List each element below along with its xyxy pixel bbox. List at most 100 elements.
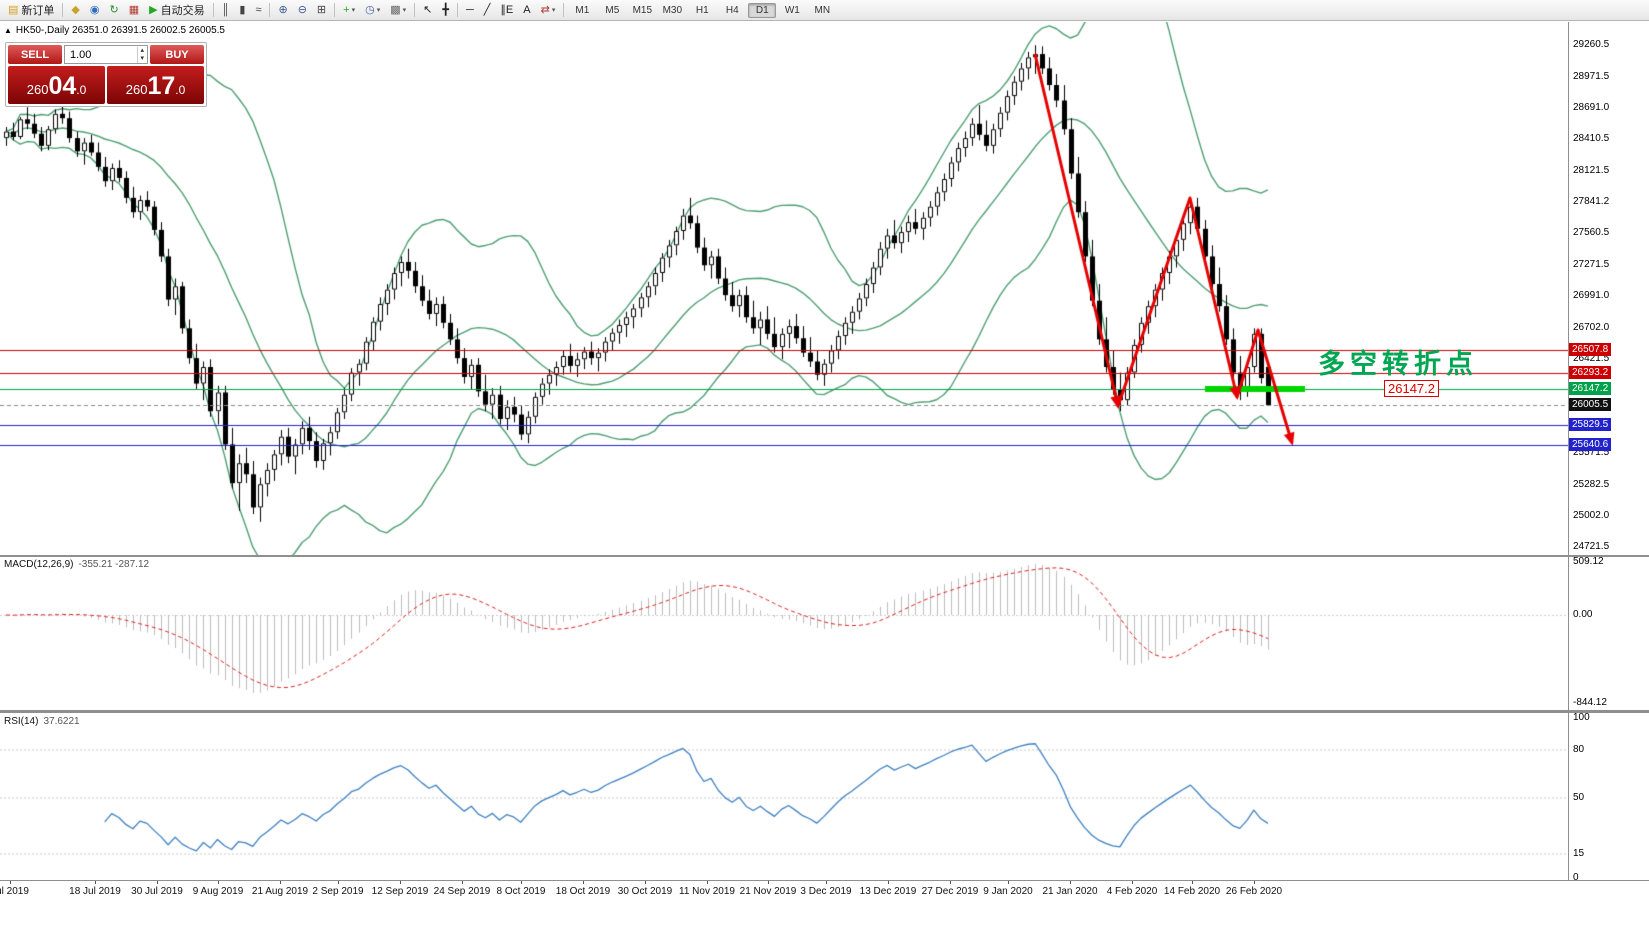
refresh-button[interactable]: ↻ <box>105 1 122 20</box>
date-label: 24 Sep 2019 <box>433 886 491 897</box>
timeframe-h4-button[interactable]: H4 <box>725 4 739 16</box>
date-label: 11 Nov 2019 <box>679 886 735 897</box>
auto-scroll-icon: ◷ <box>365 3 375 16</box>
metaeditor-button[interactable]: ◆ <box>67 1 83 20</box>
sell-price-button[interactable]: 260 04.0 <box>8 66 105 104</box>
time-tick <box>157 881 158 884</box>
crosshair-button[interactable]: ╋ <box>438 1 453 20</box>
cursor-button[interactable]: ↖ <box>419 1 436 20</box>
price-tick-label: 25571.5 <box>1573 447 1610 459</box>
price-prefix: 260 <box>26 82 49 97</box>
rsi-tick-label: 15 <box>1573 848 1585 859</box>
date-label: 18 Oct 2019 <box>555 886 611 897</box>
time-tick <box>1192 881 1193 884</box>
timeframe-d1-button[interactable]: D1 <box>748 2 777 18</box>
date-label: 14 Feb 2020 <box>1163 886 1221 897</box>
macd-tick-label: 509.12 <box>1573 556 1604 567</box>
rsi-value: 37.6221 <box>43 716 80 727</box>
price-tick-label: 26991.0 <box>1573 290 1610 302</box>
time-tick <box>1070 881 1071 884</box>
volume-input[interactable]: 1.00 ▴ ▾ <box>64 45 148 64</box>
timeframe-m1-button[interactable]: M1 <box>575 4 590 16</box>
terminal-button[interactable]: ▦ <box>125 1 143 20</box>
rsi-pane-separator[interactable] <box>0 710 1649 713</box>
timeframe-m30-button[interactable]: M30 <box>662 4 683 16</box>
price-tick-label: 26421.5 <box>1573 353 1610 365</box>
price-axis: 29260.5 28971.5 28691.0 28410.5 28121.5 27841… <box>1569 0 1649 946</box>
market-watch-button[interactable]: ◉ <box>86 1 104 20</box>
equidistant-channel-button[interactable]: ∥E <box>496 1 517 20</box>
trendline-button[interactable]: ╱ <box>480 1 495 20</box>
auto-scroll-button[interactable]: ◷ ▾ <box>361 1 384 20</box>
text-tool-icon: A <box>523 3 531 16</box>
price-tag: 25829.5 <box>1569 417 1612 431</box>
main-chart-canvas[interactable] <box>0 22 1568 555</box>
macd-pane-separator[interactable] <box>0 555 1649 557</box>
buy-price-button[interactable]: 260 17.0 <box>107 66 204 104</box>
new-order-button[interactable]: ▤ 新订单 <box>4 1 58 20</box>
one-click-collapse-icon[interactable]: ▲ <box>4 25 12 35</box>
sell-button[interactable]: SELL <box>8 45 62 64</box>
timeframe-m5-button[interactable]: M5 <box>605 4 620 16</box>
candlestick-chart-button[interactable]: ▮ <box>235 1 249 20</box>
arrows-tool-icon: ⇄ <box>540 3 550 16</box>
line-chart-button[interactable]: ≈ <box>251 1 265 20</box>
volume-down-icon[interactable]: ▾ <box>137 55 146 63</box>
timeframe-m15-button[interactable]: M15 <box>632 4 653 16</box>
timeframe-w1-button[interactable]: W1 <box>784 4 800 16</box>
autotrading-button[interactable]: ▶ 自动交易 <box>145 1 208 20</box>
add-chart-button[interactable]: + ▾ <box>339 1 359 20</box>
price-tick-label: 27841.2 <box>1573 196 1610 208</box>
toolbar-separator <box>456 3 458 17</box>
time-tick <box>1254 881 1255 884</box>
time-tick <box>95 881 96 884</box>
bars-chart-button[interactable]: ║ <box>218 1 234 20</box>
symbol-info: ▲ HK50-,Daily 26351.0 26391.5 26002.5 26… <box>4 25 225 36</box>
macd-values: -355.21 -287.12 <box>78 559 150 570</box>
one-click-trading-panel: SELL 1.00 ▴ ▾ BUY 260 04.0 260 17.0 <box>5 42 207 107</box>
date-label: 12 Sep 2019 <box>371 886 429 897</box>
horizontal-line-button[interactable]: ─ <box>462 1 478 20</box>
toolbar-separator <box>334 3 336 17</box>
date-label: 27 Dec 2019 <box>921 886 979 897</box>
macd-canvas[interactable] <box>0 557 1568 710</box>
time-tick <box>707 881 708 884</box>
price-tick-label: 26702.0 <box>1573 322 1610 334</box>
date-label: 8 Oct 2019 <box>496 886 546 897</box>
zoom-in-button[interactable]: ⊕ <box>274 1 291 20</box>
add-chart-caret-icon: ▾ <box>351 7 356 14</box>
price-tick-label: 27271.5 <box>1573 259 1610 271</box>
rsi-tick-label: 100 <box>1573 712 1590 723</box>
zoom-out-icon: ⊖ <box>297 3 307 16</box>
price-prefix: 260 <box>125 82 148 97</box>
auto-scroll-caret-icon: ▾ <box>376 7 381 14</box>
rsi-tick-label: 50 <box>1573 792 1585 803</box>
templates-button[interactable]: ▩ ▾ <box>386 1 410 20</box>
date-label: 30 Oct 2019 <box>617 886 673 897</box>
rsi-canvas[interactable] <box>0 714 1568 880</box>
price-decimal: .0 <box>76 83 87 97</box>
metaeditor-icon: ◆ <box>71 3 80 16</box>
toolbar-separator <box>269 3 271 17</box>
terminal-icon: ▦ <box>128 3 140 16</box>
arrows-tool-button[interactable]: ⇄ ▾ <box>537 1 560 20</box>
support-price-callout: 26147.2 <box>1384 380 1439 397</box>
zoom-out-button[interactable]: ⊖ <box>294 1 311 20</box>
timeframe-h1-button[interactable]: H1 <box>695 4 709 16</box>
price-tick-label: 24721.5 <box>1573 541 1610 553</box>
date-label: 2 Sep 2019 <box>312 886 364 897</box>
text-tool-button[interactable]: A <box>519 1 534 20</box>
tile-windows-icon: ⊞ <box>316 3 327 16</box>
buy-button[interactable]: BUY <box>150 45 204 64</box>
macd-tick-label: -844.12 <box>1573 696 1607 708</box>
volume-up-icon[interactable]: ▴ <box>137 47 146 55</box>
date-label: 26 Feb 2020 <box>1225 886 1283 897</box>
new-order-icon: ▤ <box>8 3 19 16</box>
timeframe-mn-button[interactable]: MN <box>814 4 831 16</box>
arrows-tool-caret-icon: ▾ <box>551 7 556 14</box>
date-label: 13 Dec 2019 <box>859 886 917 897</box>
autotrading-icon: ▶ <box>149 3 158 16</box>
tile-windows-button[interactable]: ⊞ <box>313 1 330 20</box>
date-label: 21 Aug 2019 <box>251 886 309 897</box>
price-big-figure: 04 <box>48 72 77 100</box>
